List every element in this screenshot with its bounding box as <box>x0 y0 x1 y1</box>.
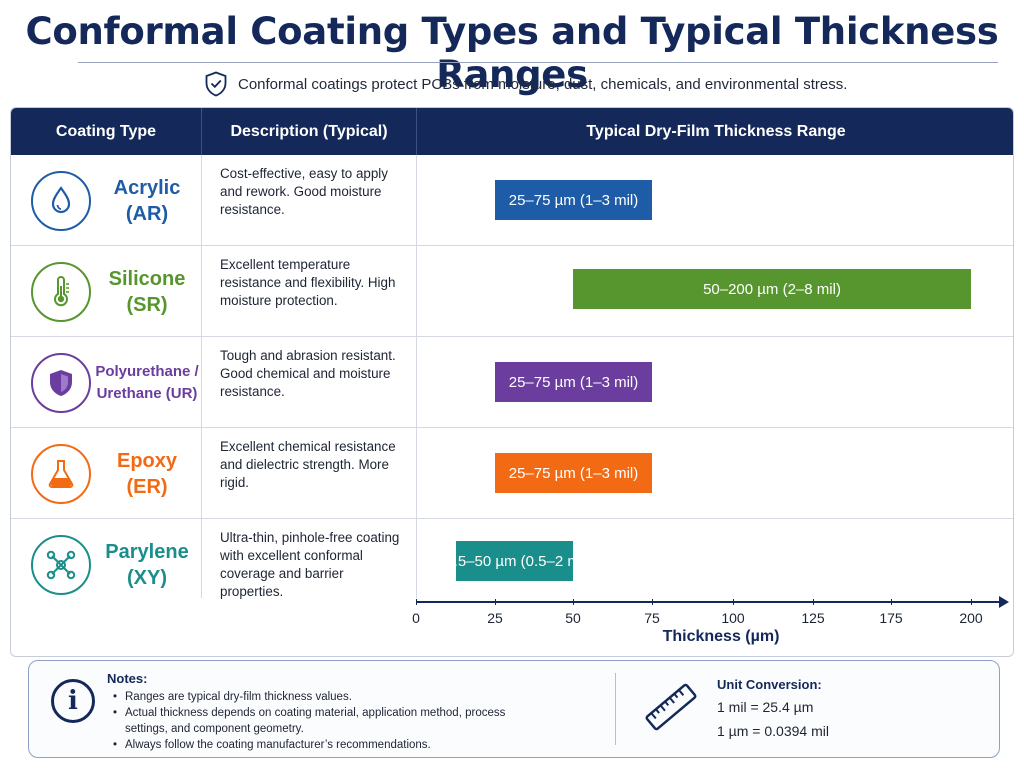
coating-name-line1: Parylene <box>105 540 189 563</box>
table-row-silicone: Silicone (SR) Excellent temperature resi… <box>11 246 1013 337</box>
notes-divider <box>615 673 616 745</box>
x-axis-tick <box>733 599 734 605</box>
column-divider <box>201 155 202 598</box>
x-axis-tick-label: 125 <box>801 610 825 626</box>
x-axis-tick <box>891 599 892 605</box>
x-axis-tick <box>971 599 972 605</box>
x-axis-tick <box>813 599 814 605</box>
subtitle: Conformal coatings protect PCBs from moi… <box>204 68 847 100</box>
range-bar-epoxy: 25–75 µm (1–3 mil) <box>495 453 652 493</box>
x-axis-tick-label: 200 <box>959 610 983 626</box>
x-axis-tick-label: 75 <box>644 610 660 626</box>
column-header-description: Description (Typical) <box>230 122 388 140</box>
x-axis-tick <box>652 599 653 605</box>
x-axis-tick-label: 0 <box>412 610 420 626</box>
table-header: Coating Type Description (Typical) Typic… <box>11 108 1013 155</box>
coating-description: Excellent chemical resistance and dielec… <box>220 439 396 490</box>
x-axis-tick-label: 175 <box>879 610 903 626</box>
coating-name: Acrylic (AR) <box>93 155 201 246</box>
thermometer-icon <box>31 262 91 322</box>
x-axis-tick <box>495 599 496 605</box>
x-axis-tick-label: 25 <box>487 610 503 626</box>
x-axis-line <box>416 601 1002 603</box>
column-header-range: Typical Dry-Film Thickness Range <box>586 122 846 140</box>
x-axis-tick <box>573 599 574 605</box>
water-drop-icon <box>31 171 91 231</box>
title-divider <box>78 62 998 63</box>
notes-item: Always follow the coating manufacturer’s… <box>113 737 533 753</box>
column-header-type: Coating Type <box>55 122 157 140</box>
conversion-um-to-mil: 1 µm = 0.0394 mil <box>717 723 829 739</box>
notes-panel: i Notes: Ranges are typical dry-film thi… <box>28 660 1000 758</box>
molecule-icon <box>31 535 91 595</box>
coating-name: Silicone (SR) <box>93 246 201 337</box>
coating-description: Tough and abrasion resistant. Good chemi… <box>220 348 396 399</box>
range-bar-acrylic: 25–75 µm (1–3 mil) <box>495 180 652 220</box>
coating-name-line2: Urethane (UR) <box>96 384 198 402</box>
notes-item: Ranges are typical dry-film thickness va… <box>113 689 533 705</box>
table-row-polyurethane: Polyurethane / Urethane (UR) Tough and a… <box>11 337 1013 428</box>
coating-description: Cost-effective, easy to apply and rework… <box>220 166 388 217</box>
x-axis-tick-label: 100 <box>721 610 745 626</box>
range-bar-parylene: 12.5–50 µm (0.5–2 mil) <box>437 541 592 581</box>
coating-name-line2: (SR) <box>126 293 168 316</box>
column-divider <box>416 155 417 598</box>
range-bar-polyurethane: 25–75 µm (1–3 mil) <box>495 362 652 402</box>
coating-name-line1: Polyurethane / <box>95 362 199 380</box>
range-bar-silicone: 50–200 µm (2–8 mil) <box>573 269 971 309</box>
coating-name-line1: Acrylic <box>113 176 181 199</box>
coating-name-line2: (ER) <box>126 475 168 498</box>
coating-description: Ultra-thin, pinhole-free coating with ex… <box>220 530 400 599</box>
x-axis-arrow <box>999 596 1009 608</box>
coating-name: Polyurethane / Urethane (UR) <box>93 337 201 428</box>
conversion-title: Unit Conversion: <box>717 677 822 692</box>
notes-title: Notes: <box>107 671 148 686</box>
shield-icon <box>31 353 91 413</box>
coating-description: Excellent temperature resistance and fle… <box>220 257 396 308</box>
page-title: Conformal Coating Types and Typical Thic… <box>25 10 999 96</box>
coating-name-line2: (XY) <box>127 566 167 589</box>
coating-table: Coating Type Description (Typical) Typic… <box>10 107 1014 657</box>
x-axis-title: Thickness (µm) <box>662 628 780 645</box>
x-axis-tick-label: 50 <box>565 610 581 626</box>
header-divider <box>201 108 202 155</box>
notes-item: Actual thickness depends on coating mate… <box>113 705 533 737</box>
coating-name: Epoxy (ER) <box>93 428 201 519</box>
coating-name-line2: (AR) <box>125 202 169 225</box>
coating-name-line1: Silicone <box>108 267 186 290</box>
header-divider <box>416 108 417 155</box>
conversion-mil-to-um: 1 mil = 25.4 µm <box>717 699 814 715</box>
table-row-epoxy: Epoxy (ER) Excellent chemical resistance… <box>11 428 1013 519</box>
shield-check-icon <box>205 71 227 97</box>
coating-name-line1: Epoxy <box>116 449 178 472</box>
notes-list: Ranges are typical dry-film thickness va… <box>113 689 533 753</box>
subtitle-text: Conformal coatings protect PCBs from moi… <box>238 75 848 93</box>
ruler-icon <box>645 683 697 731</box>
flask-icon <box>31 444 91 504</box>
coating-name: Parylene (XY) <box>93 519 201 610</box>
table-row-parylene: Parylene (XY) Ultra-thin, pinhole-free c… <box>11 519 1013 610</box>
x-axis-tick <box>416 599 417 605</box>
info-icon: i <box>51 679 95 723</box>
table-row-acrylic: Acrylic (AR) Cost-effective, easy to app… <box>11 155 1013 246</box>
